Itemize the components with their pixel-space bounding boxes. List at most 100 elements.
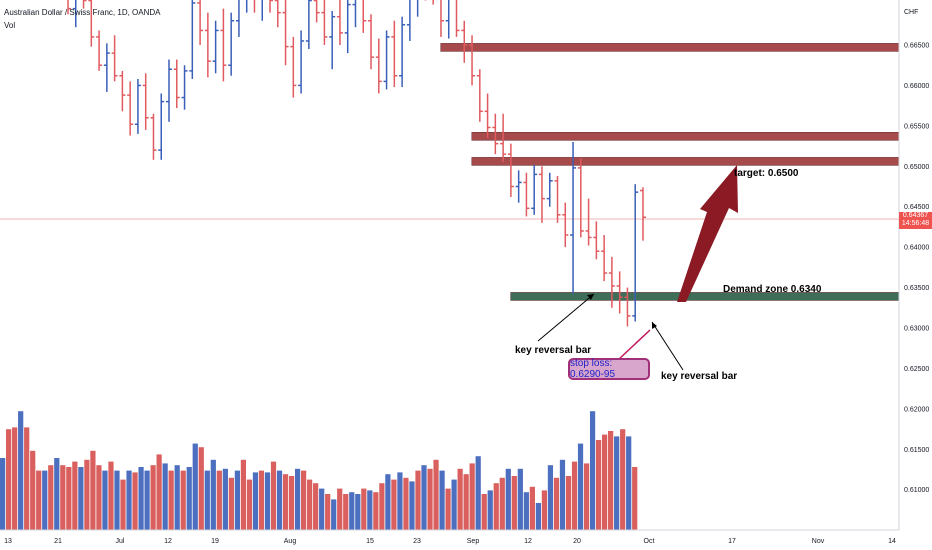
volume-bar [361,488,367,530]
volume-bar [397,472,403,530]
target-arrow [677,165,738,302]
volume-bar [614,436,620,530]
volume-bar [626,436,632,530]
x-tick-label: 12 [524,538,532,545]
volume-bar [301,470,307,530]
volume-bar [96,465,102,530]
target-label: target: 0.6500 [734,168,799,179]
volume-bar [270,461,277,530]
countdown-timer: 14:56:48 [901,220,930,227]
volume-bar [379,483,385,530]
volume-bar [481,494,487,530]
y-tick-label: 0.65000 [904,164,929,171]
volume-bar [385,474,391,530]
volume-bar [264,472,271,530]
volume-bar [120,479,126,530]
volume-bar [403,477,409,530]
volume-bar [90,450,96,530]
volume-bar [583,463,590,530]
volume-bar [36,470,42,530]
volume-bar [445,488,451,530]
volume-bar [102,470,108,530]
volume-bar [421,465,427,530]
stop-loss-pointer [617,329,651,361]
reversal-arrow-1 [537,293,595,342]
volume-bar [288,476,295,530]
volume-bar [132,472,138,530]
volume-bar [493,483,499,530]
volume-bar [138,467,144,530]
current-price-tag: 0.64367 14:56:48 [899,212,932,229]
volume-bar [523,492,529,530]
volume-indicator-label: Vol [4,21,16,30]
volume-bar [150,465,156,530]
volume-bar [373,492,379,530]
volume-bar [48,465,54,530]
volume-bar [252,472,259,530]
volume-bar [144,470,150,530]
volume-bar [0,458,6,530]
volume-bar [541,490,548,530]
volume-bar [319,488,325,530]
volume-bar [198,447,204,530]
volume-bar [54,458,60,530]
volume-bar [391,479,397,530]
volume-bar [355,494,361,530]
volume-bar [60,465,66,530]
volume-bar [192,443,198,530]
x-tick-label: Nov [812,538,825,545]
volume-bar [258,470,265,530]
volume-bar [210,459,216,530]
volume-bar [620,429,626,530]
x-tick-label: 14 [888,538,896,545]
volume-bar [499,477,505,530]
volume-bar [313,483,319,530]
y-tick-label: 0.64500 [904,204,929,211]
volume-bar [30,450,36,530]
current-price: 0.64367 [902,212,929,219]
volume-bar [294,468,301,530]
volume-bar [337,488,343,530]
volume-bar [517,468,523,530]
volume-bar [535,503,541,530]
y-tick-label: 0.62500 [904,366,929,373]
volume-bar [595,440,602,530]
volume-bar [174,465,180,530]
volume-bar [156,454,162,530]
volume-bar [240,459,247,530]
volume-bar [565,476,572,530]
resistance-zone [440,43,900,52]
reversal-arrow-2 [651,321,684,371]
x-tick-label: 20 [573,538,581,545]
x-tick-label: 15 [366,538,374,545]
x-tick-label: Oct [644,538,655,545]
volume-bar [222,468,228,530]
volume-bar [168,470,174,530]
volume-bar [276,470,283,530]
volume-bar [78,467,84,530]
volume-bar [24,427,30,530]
volume-bar [180,470,186,530]
volume-bar [325,494,331,530]
volume-bar [343,494,349,530]
x-tick-label: 21 [54,538,62,545]
volume-bar [457,468,463,530]
volume-bar [246,479,253,530]
volume-bar [331,499,337,530]
volume-bar [108,461,114,530]
volume-bar [451,479,457,530]
price-bars [67,0,646,327]
volume-bar [349,492,355,530]
volume-bar [632,467,638,530]
volume-bar [487,490,493,530]
symbol-title: Australian Dollar / Swiss Franc, 1D, OAN… [4,8,161,17]
y-tick-label: 0.64000 [904,245,929,252]
volume-bar [216,470,222,530]
reversal-label-2: key reversal bar [661,371,738,382]
stop-loss-label: stop loss: 0.6290-95 [568,358,650,380]
volume-bar [505,468,511,530]
volume-bar [415,470,421,530]
volume-bar [84,459,90,530]
volume-bar [553,477,560,530]
